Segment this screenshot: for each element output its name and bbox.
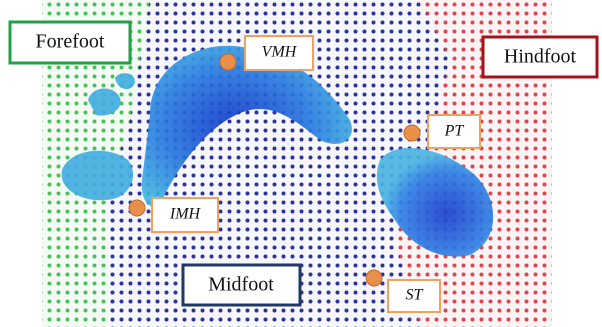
point-label: VMH bbox=[262, 44, 298, 61]
point-marker bbox=[129, 200, 145, 216]
region-label: Hindfoot bbox=[504, 46, 577, 68]
pressure-map: Forefoot Hindfoot Midfoot VMH PT IMH ST bbox=[0, 0, 602, 327]
hindfoot-label: Hindfoot bbox=[483, 37, 597, 77]
forefoot-label: Forefoot bbox=[10, 22, 130, 63]
point-marker bbox=[404, 125, 420, 141]
point-label: IMH bbox=[169, 206, 202, 223]
point-label: PT bbox=[444, 123, 465, 140]
midfoot-label: Midfoot bbox=[183, 265, 300, 305]
region-label: Forefoot bbox=[36, 31, 105, 53]
point-marker bbox=[220, 54, 236, 70]
region-label: Midfoot bbox=[208, 274, 274, 296]
page: Forefoot Hindfoot Midfoot VMH PT IMH ST … bbox=[0, 0, 602, 327]
point-label: ST bbox=[406, 287, 424, 304]
point-marker bbox=[366, 270, 382, 286]
